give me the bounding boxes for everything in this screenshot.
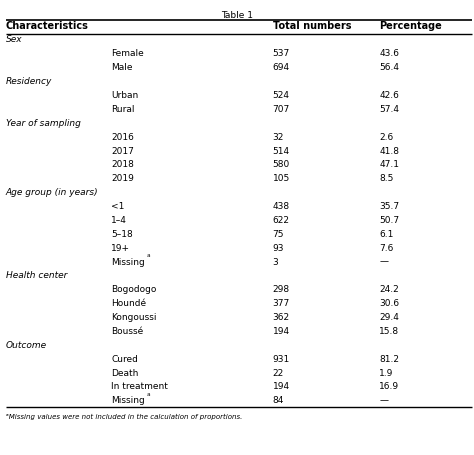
Text: Houndé: Houndé xyxy=(111,299,146,308)
Text: a: a xyxy=(146,253,150,258)
Text: Total numbers: Total numbers xyxy=(273,21,351,31)
Text: Year of sampling: Year of sampling xyxy=(6,119,81,128)
Text: 29.4: 29.4 xyxy=(379,313,399,322)
Text: 694: 694 xyxy=(273,63,290,72)
Text: 84: 84 xyxy=(273,396,284,405)
Text: Outcome: Outcome xyxy=(6,341,47,350)
Text: Cured: Cured xyxy=(111,355,138,364)
Text: 32: 32 xyxy=(273,133,284,142)
Text: 3: 3 xyxy=(273,258,278,267)
Text: 57.4: 57.4 xyxy=(379,105,399,114)
Text: 2.6: 2.6 xyxy=(379,133,393,142)
Text: 15.8: 15.8 xyxy=(379,327,399,336)
Text: 93: 93 xyxy=(273,244,284,253)
Text: 1–4: 1–4 xyxy=(111,216,127,225)
Text: Missing: Missing xyxy=(111,396,145,405)
Text: Bogodogo: Bogodogo xyxy=(111,285,157,294)
Text: 42.6: 42.6 xyxy=(379,91,399,100)
Text: 24.2: 24.2 xyxy=(379,285,399,294)
Text: Table 1: Table 1 xyxy=(221,11,253,20)
Text: 50.7: 50.7 xyxy=(379,216,399,225)
Text: Death: Death xyxy=(111,369,139,378)
Text: 2017: 2017 xyxy=(111,147,134,156)
Text: 438: 438 xyxy=(273,202,290,211)
Text: Percentage: Percentage xyxy=(379,21,442,31)
Text: 2016: 2016 xyxy=(111,133,134,142)
Text: —: — xyxy=(379,396,388,405)
Text: Health center: Health center xyxy=(6,271,67,280)
Text: Female: Female xyxy=(111,50,144,58)
Text: 105: 105 xyxy=(273,174,290,183)
Text: Urban: Urban xyxy=(111,91,138,100)
Text: 377: 377 xyxy=(273,299,290,308)
Text: 8.5: 8.5 xyxy=(379,174,393,183)
Text: 524: 524 xyxy=(273,91,290,100)
Text: 514: 514 xyxy=(273,147,290,156)
Text: 194: 194 xyxy=(273,382,290,391)
Text: ᵃMissing values were not included in the calculation of proportions.: ᵃMissing values were not included in the… xyxy=(6,414,242,420)
Text: 580: 580 xyxy=(273,160,290,169)
Text: 2019: 2019 xyxy=(111,174,134,183)
Text: 30.6: 30.6 xyxy=(379,299,399,308)
Text: 707: 707 xyxy=(273,105,290,114)
Text: 75: 75 xyxy=(273,230,284,239)
Text: 622: 622 xyxy=(273,216,290,225)
Text: 35.7: 35.7 xyxy=(379,202,399,211)
Text: Age group (in years): Age group (in years) xyxy=(6,188,98,197)
Text: 16.9: 16.9 xyxy=(379,382,399,391)
Text: Rural: Rural xyxy=(111,105,135,114)
Text: 81.2: 81.2 xyxy=(379,355,399,364)
Text: 931: 931 xyxy=(273,355,290,364)
Text: 47.1: 47.1 xyxy=(379,160,399,169)
Text: Male: Male xyxy=(111,63,133,72)
Text: Characteristics: Characteristics xyxy=(6,21,89,31)
Text: 2018: 2018 xyxy=(111,160,134,169)
Text: <1: <1 xyxy=(111,202,125,211)
Text: Boussé: Boussé xyxy=(111,327,144,336)
Text: Kongoussi: Kongoussi xyxy=(111,313,157,322)
Text: —: — xyxy=(379,258,388,267)
Text: 6.1: 6.1 xyxy=(379,230,393,239)
Text: 19+: 19+ xyxy=(111,244,130,253)
Text: 22: 22 xyxy=(273,369,284,378)
Text: In treatment: In treatment xyxy=(111,382,168,391)
Text: 7.6: 7.6 xyxy=(379,244,393,253)
Text: 41.8: 41.8 xyxy=(379,147,399,156)
Text: 537: 537 xyxy=(273,50,290,58)
Text: 194: 194 xyxy=(273,327,290,336)
Text: 5–18: 5–18 xyxy=(111,230,133,239)
Text: 43.6: 43.6 xyxy=(379,50,399,58)
Text: 1.9: 1.9 xyxy=(379,369,393,378)
Text: 362: 362 xyxy=(273,313,290,322)
Text: 56.4: 56.4 xyxy=(379,63,399,72)
Text: a: a xyxy=(146,392,150,397)
Text: Sex: Sex xyxy=(6,35,22,45)
Text: Residency: Residency xyxy=(6,77,52,86)
Text: Missing: Missing xyxy=(111,258,145,267)
Text: 298: 298 xyxy=(273,285,290,294)
